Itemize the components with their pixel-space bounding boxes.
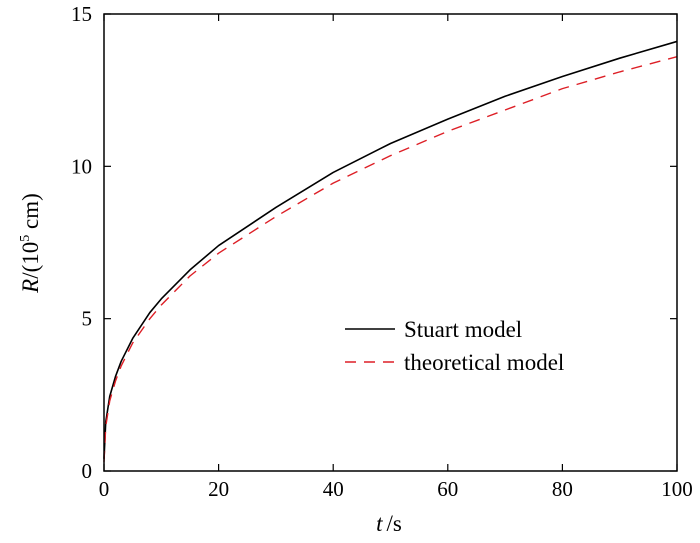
ticks: 0 20 40 60 80 100 0 5 10 15	[71, 2, 693, 501]
x-axis-label: t/s	[376, 511, 402, 536]
x-tick-label: 40	[323, 477, 344, 501]
legend-label-theoretical: theoretical model	[404, 350, 564, 375]
series-line-0	[103, 40, 678, 459]
x-tick-label: 60	[437, 477, 458, 501]
x-tick-label: 100	[661, 477, 693, 501]
y-tick-label: 0	[82, 459, 93, 483]
x-axis-unit: /s	[387, 511, 402, 536]
y-axis-unit-suffix: cm)	[18, 193, 43, 235]
x-tick-label: 80	[552, 477, 573, 501]
plot-lines	[103, 40, 678, 462]
y-axis-unit-prefix: /(10	[18, 242, 43, 279]
y-tick-label: 5	[82, 307, 93, 331]
y-axis-label: R/(105 cm)	[18, 193, 43, 294]
legend: Stuart model theoretical model	[345, 317, 564, 375]
x-tick-label: 0	[99, 477, 110, 501]
y-tick-label: 10	[71, 154, 92, 178]
axes	[103, 13, 678, 472]
plot-frame	[103, 13, 678, 472]
series-line-1	[103, 55, 678, 462]
y-axis-unit-exp: 5	[18, 235, 33, 242]
y-tick-label: 15	[71, 2, 92, 26]
legend-label-stuart: Stuart model	[404, 317, 522, 342]
x-tick-label: 20	[208, 477, 229, 501]
x-axis-var: t	[376, 511, 383, 536]
y-axis-var: R	[18, 279, 43, 294]
